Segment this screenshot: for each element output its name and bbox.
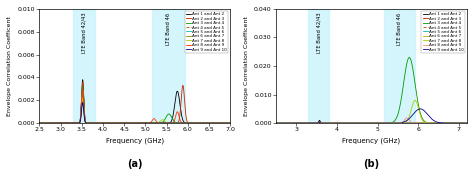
Text: (a): (a) bbox=[127, 159, 143, 169]
Y-axis label: Envelope Correlation Coefficent: Envelope Correlation Coefficent bbox=[244, 16, 248, 116]
Text: LTE Band 46: LTE Band 46 bbox=[397, 12, 402, 45]
Text: LTE Band 46: LTE Band 46 bbox=[166, 12, 171, 45]
Text: LTE Band 42/43: LTE Band 42/43 bbox=[82, 12, 86, 53]
Bar bbox=[309, 9, 329, 123]
Bar bbox=[152, 9, 185, 123]
X-axis label: Frequency (GHz): Frequency (GHz) bbox=[342, 138, 401, 144]
Legend: Ant 1 and Ant 2, Ant 2 and Ant 3, Ant 3 and Ant 4, Ant 4 and Ant 5, Ant 5 and An: Ant 1 and Ant 2, Ant 2 and Ant 3, Ant 3 … bbox=[185, 11, 228, 53]
X-axis label: Frequency (GHz): Frequency (GHz) bbox=[106, 138, 164, 144]
Y-axis label: Envelope Correlation Coefficent: Envelope Correlation Coefficent bbox=[7, 16, 12, 116]
Text: (b): (b) bbox=[364, 159, 380, 169]
Bar bbox=[73, 9, 94, 123]
Legend: Ant 1 and Ant 2, Ant 2 and Ant 3, Ant 3 and Ant 4, Ant 4 and Ant 5, Ant 5 and An: Ant 1 and Ant 2, Ant 2 and Ant 3, Ant 3 … bbox=[421, 11, 465, 53]
Bar bbox=[383, 9, 415, 123]
Text: LTE Band 42/43: LTE Band 42/43 bbox=[316, 12, 321, 53]
